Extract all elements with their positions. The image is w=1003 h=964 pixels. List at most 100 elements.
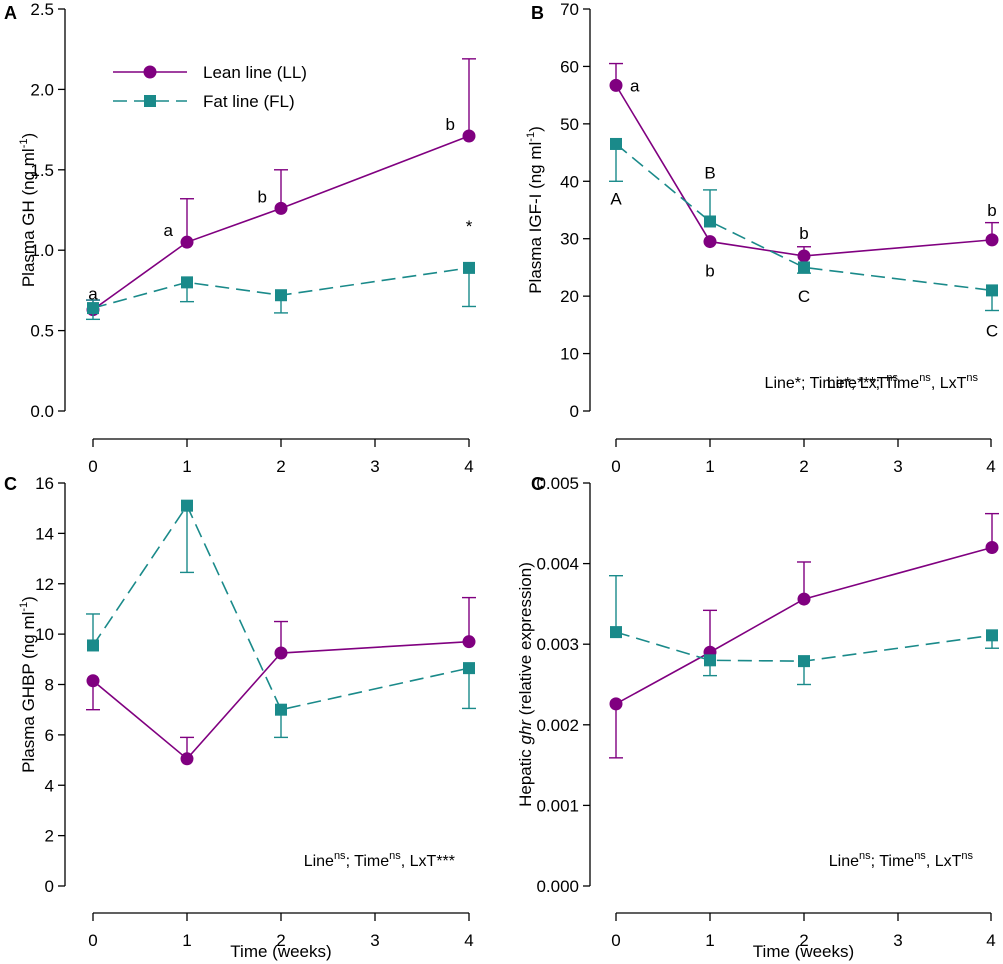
fat-point xyxy=(463,662,475,675)
x-tick-label: 4 xyxy=(986,457,995,476)
y-axis-label-part: Plasma GH (ng ml xyxy=(19,148,38,287)
lean-series-line xyxy=(615,84,993,257)
fat-series-line xyxy=(92,267,470,309)
stat-superscript: ns xyxy=(859,850,871,862)
y-tick-label: 12 xyxy=(35,575,54,594)
fat-series-line xyxy=(615,143,993,292)
y-tick-label: 40 xyxy=(560,172,579,191)
lean-point xyxy=(462,635,476,649)
significance-label: B xyxy=(704,164,715,183)
y-axis-label: Hepatic ghr (relative expression) xyxy=(516,562,535,807)
x-tick-label: 3 xyxy=(370,457,379,476)
y-tick-label: 0.001 xyxy=(536,796,579,815)
stat-summary: Line*; Time*; LxTns xyxy=(765,372,899,392)
y-axis-label-part: (relative expression) xyxy=(516,562,535,720)
stat-summary: Line***; Timens, LxTns xyxy=(827,372,979,392)
fat-point xyxy=(275,703,287,716)
fat-point xyxy=(181,276,193,289)
x-tick-label: 3 xyxy=(893,931,902,950)
y-tick-label: 10 xyxy=(560,345,579,364)
x-tick-label: 0 xyxy=(88,931,97,950)
significance-label: * xyxy=(466,217,473,236)
panel-2: B 0 10 20 30 40 50 60 70 0 1 2 3 4 Plasma IGF-I (ng ml… xyxy=(525,0,999,476)
y-tick-label: 8 xyxy=(45,676,54,695)
x-tick-label: 2 xyxy=(799,931,808,950)
legend-fat-marker xyxy=(144,95,156,107)
x-tick-label: 2 xyxy=(276,457,285,476)
x-tick-label: 2 xyxy=(276,931,285,950)
lean-point xyxy=(703,235,717,249)
panel-letter: A xyxy=(4,3,17,23)
y-axis-label-part: Hepatic xyxy=(516,744,535,806)
y-axis-label-sup: -1 xyxy=(18,602,30,612)
stat-superscript: ns xyxy=(961,850,973,862)
x-tick-label: 0 xyxy=(611,931,620,950)
significance-label: b xyxy=(258,187,267,206)
panel-4: C 0.000 0.001 0.002 0.003 0.004 0.005 0 1 2 3 4 Hepa… xyxy=(516,474,999,961)
y-tick-label: 4 xyxy=(45,776,54,795)
lean-point xyxy=(797,249,811,263)
significance-label: b xyxy=(799,224,808,243)
x-axis-label: Time (weeks) xyxy=(230,942,331,961)
lean-point xyxy=(274,646,288,660)
significance-label: a xyxy=(88,285,98,304)
y-axis-label: Plasma GHBP (ng ml-1) xyxy=(18,596,38,773)
stat-text: , LxT xyxy=(931,375,967,392)
fat-point xyxy=(87,302,99,315)
y-tick-label: 2 xyxy=(45,827,54,846)
fat-point xyxy=(610,626,622,639)
fat-point xyxy=(986,284,998,297)
significance-label: C xyxy=(986,322,998,341)
x-tick-label: 1 xyxy=(705,457,714,476)
lean-point xyxy=(985,540,999,554)
stat-text: Line*; Time*; LxT xyxy=(765,375,887,392)
y-tick-label: 0.004 xyxy=(536,555,579,574)
significance-label: C xyxy=(798,287,810,306)
x-tick-label: 1 xyxy=(182,931,191,950)
y-tick-label: 60 xyxy=(560,57,579,76)
y-tick-label: 1.5 xyxy=(30,161,54,180)
stat-superscript: ns xyxy=(389,850,401,862)
stat-superscript: ns xyxy=(886,372,898,384)
x-tick-label: 1 xyxy=(182,457,191,476)
y-tick-label: 0 xyxy=(570,402,579,421)
stat-superscript: ns xyxy=(334,850,346,862)
y-tick-label: 0.003 xyxy=(536,635,579,654)
stat-text: Line xyxy=(829,853,859,870)
significance-label: b xyxy=(705,261,714,280)
y-tick-label: 50 xyxy=(560,115,579,134)
panel-letter: C xyxy=(4,474,17,494)
legend-fat-label: Fat line (FL) xyxy=(203,92,295,111)
lean-point xyxy=(274,201,288,215)
y-tick-label: 0.5 xyxy=(30,322,54,341)
y-tick-label: 0.005 xyxy=(536,474,579,493)
x-tick-label: 3 xyxy=(893,457,902,476)
fat-point xyxy=(704,654,716,667)
y-tick-label: 70 xyxy=(560,0,579,19)
fat-point xyxy=(986,629,998,642)
x-tick-label: 4 xyxy=(464,931,473,950)
y-tick-label: 0.000 xyxy=(536,877,579,896)
lean-point xyxy=(180,235,194,249)
legend-lean-marker xyxy=(143,65,157,79)
x-tick-label: 2 xyxy=(799,457,808,476)
fat-point xyxy=(610,137,622,150)
y-axis-label-part: ) xyxy=(19,596,38,602)
y-axis-label-part: ) xyxy=(526,126,545,132)
stat-superscript: ns xyxy=(914,850,926,862)
lean-point xyxy=(609,697,623,711)
y-tick-label: 20 xyxy=(560,287,579,306)
y-tick-label: 6 xyxy=(45,726,54,745)
fat-point xyxy=(87,639,99,652)
y-axis-label: Plasma GH (ng ml-1) xyxy=(18,133,38,287)
lean-point xyxy=(609,78,623,92)
lean-series-line xyxy=(92,135,470,311)
x-axis-label: Time (weeks) xyxy=(753,942,854,961)
y-tick-label: 14 xyxy=(35,524,54,543)
significance-label: a xyxy=(164,221,174,240)
stat-summary: Linens; Timens, LxTns xyxy=(829,850,974,870)
lean-point xyxy=(86,674,100,688)
y-tick-label: 2.5 xyxy=(30,0,54,19)
y-tick-label: 30 xyxy=(560,230,579,249)
significance-label: b xyxy=(446,115,455,134)
